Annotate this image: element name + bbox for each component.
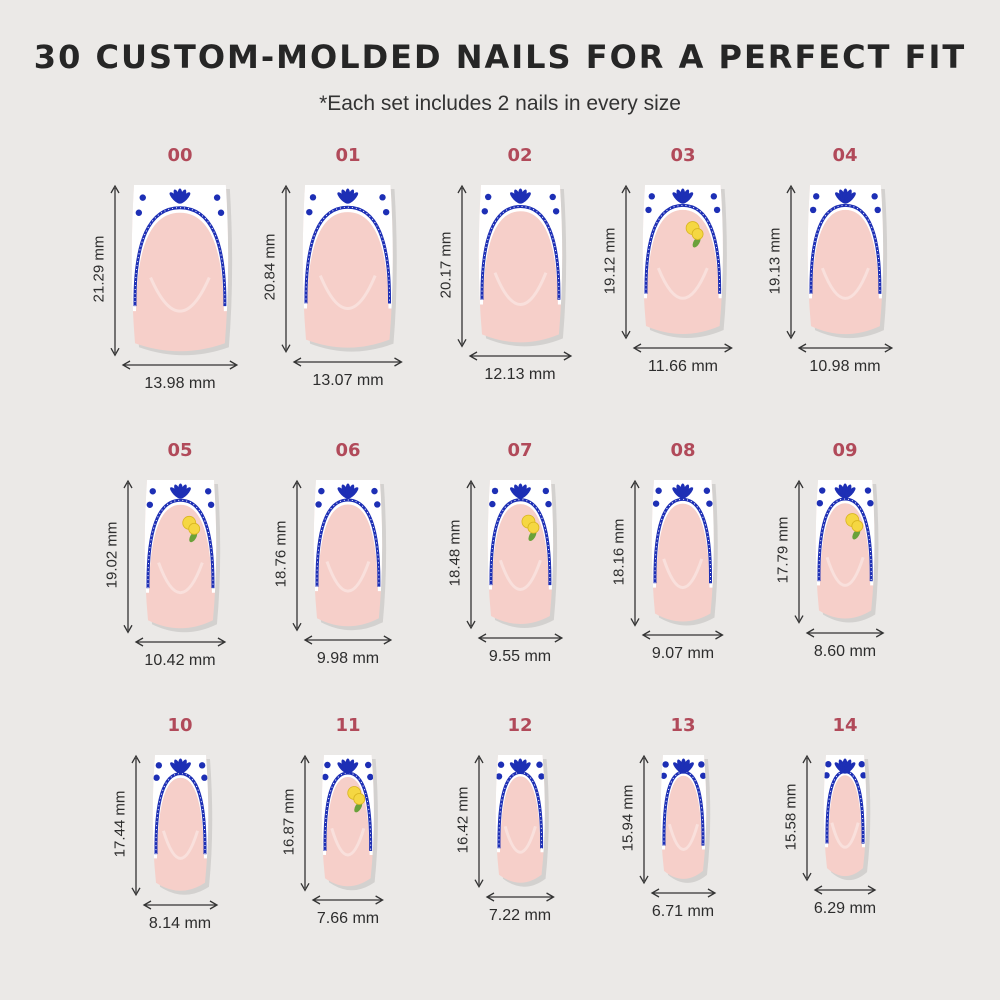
width-arrow [632,343,734,353]
width-label: 9.98 mm [316,650,380,668]
lemon-charm-icon [181,515,200,543]
length-arrow [794,479,804,624]
length-arrow [802,754,812,882]
width-arrow [797,343,893,353]
length-label: 17.79 mm [774,516,792,584]
length-label: 17.44 mm [111,790,128,858]
width-arrow [641,630,725,641]
nail-image [313,480,387,631]
size-number: 06 [335,440,361,461]
length-label: 19.13 mm [766,227,784,294]
nail-image [495,755,549,887]
lemon-charm-icon [521,514,539,542]
length-label: 20.17 mm [437,231,455,299]
nail-image [478,185,566,347]
nail-image [660,755,710,883]
size-number: 12 [507,715,533,736]
nail-image [144,480,220,633]
width-label: 7.66 mm [316,910,380,928]
page-title: 30 CUSTOM-MOLDED NAILS FOR A PERFECT FIT [33,38,967,76]
width-arrow [485,892,555,902]
size-number: 11 [335,715,361,736]
size-number: 05 [167,440,193,461]
size-number: 10 [167,715,193,736]
length-label: 21.29 mm [90,235,108,303]
size-number: 08 [670,440,696,461]
nail-image [823,755,871,881]
size-number: 03 [670,145,696,166]
width-arrow [134,637,226,647]
nail-image [152,755,212,895]
width-label: 11.66 mm [648,358,718,376]
width-label: 10.98 mm [809,358,881,376]
size-number: 04 [832,145,858,166]
width-label: 6.29 mm [813,900,877,918]
length-label: 15.58 mm [782,783,800,850]
length-arrow [456,184,467,348]
length-arrow [474,754,484,889]
length-label: 20.84 mm [261,233,279,301]
width-arrow [477,633,563,643]
nail-image [815,480,879,623]
width-label: 8.14 mm [148,914,212,932]
length-arrow [110,184,120,357]
length-arrow [785,184,796,340]
nail-image [651,480,719,626]
width-label: 13.98 mm [144,375,216,393]
length-arrow [638,754,649,885]
width-arrow [292,357,404,367]
nail-image [487,480,557,628]
nail-image [131,185,233,356]
nail-image [302,185,398,352]
length-arrow [621,184,631,340]
page-subtitle: *Each set includes 2 nails in every size [319,92,681,115]
size-number: 14 [832,715,858,736]
size-number: 07 [507,440,533,461]
lemon-charm-icon [347,786,366,813]
size-number: 00 [167,145,193,166]
size-number: 13 [670,715,696,736]
width-label: 9.07 mm [651,645,715,663]
length-label: 19.12 mm [601,227,619,294]
length-arrow [122,479,133,634]
width-arrow [303,635,393,645]
width-label: 9.55 mm [488,647,552,665]
nail-image [807,185,887,339]
nail-image [321,755,379,891]
width-label: 10.42 mm [144,652,216,670]
length-arrow [281,184,291,353]
nail-image [642,185,728,339]
size-number: 09 [832,440,858,461]
length-arrow [465,479,476,630]
length-label: 15.94 mm [619,784,636,852]
lemon-charm-icon [845,513,864,540]
width-arrow [813,885,877,895]
size-number: 01 [335,145,361,166]
lemon-charm-icon [685,221,704,248]
width-arrow [650,888,716,898]
length-arrow [300,754,310,892]
width-arrow [468,351,572,361]
length-arrow [630,479,640,627]
width-label: 8.60 mm [813,642,877,660]
width-label: 7.22 mm [488,906,552,924]
size-number: 02 [507,145,533,166]
length-label: 18.76 mm [272,520,290,588]
length-label: 16.42 mm [454,786,472,854]
length-label: 19.02 mm [103,521,121,589]
width-arrow [121,360,239,370]
width-label: 12.13 mm [484,366,556,384]
width-label: 13.07 mm [312,371,384,389]
length-label: 18.48 mm [446,519,464,587]
length-label: 18.16 mm [610,518,628,586]
width-label: 6.71 mm [651,902,715,920]
length-arrow [130,754,141,897]
width-arrow [311,895,385,905]
width-arrow [142,900,218,910]
length-label: 16.87 mm [280,788,298,855]
width-arrow [805,627,885,638]
length-arrow [292,479,302,632]
